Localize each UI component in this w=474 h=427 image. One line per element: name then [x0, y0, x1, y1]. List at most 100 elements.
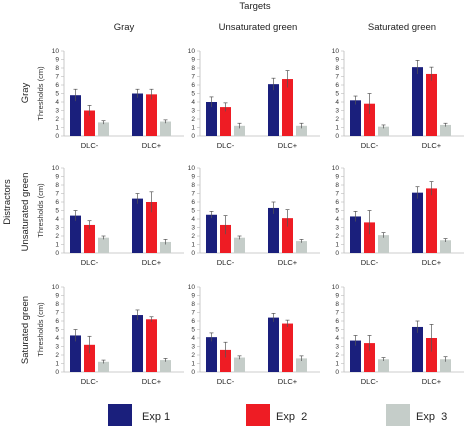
bar [364, 343, 375, 372]
bar [440, 240, 451, 253]
y-tick-label: 6 [335, 199, 339, 206]
y-axis-title: Thresholds (cm) [36, 183, 45, 238]
bar [206, 102, 217, 136]
y-tick-label: 4 [55, 335, 59, 342]
y-tick-label: 6 [55, 318, 59, 325]
bar [296, 125, 307, 136]
y-tick-label: 9 [335, 293, 339, 300]
y-tick-label: 3 [55, 108, 59, 115]
bar [440, 359, 451, 372]
y-tick-label: 4 [191, 335, 195, 342]
y-tick-label: 8 [55, 65, 59, 72]
y-tick-label: 1 [55, 125, 59, 132]
category-label: DLC- [217, 258, 235, 267]
y-tick-label: 1 [335, 361, 339, 368]
y-tick-label: 9 [191, 293, 195, 300]
y-tick-label: 6 [55, 82, 59, 89]
bar [70, 215, 81, 253]
legend-swatch-exp-3 [386, 404, 410, 426]
y-tick-label: 0 [335, 250, 339, 257]
y-tick-label: 2 [55, 352, 59, 359]
y-tick-label: 2 [55, 116, 59, 123]
bar [426, 188, 437, 253]
bar [98, 361, 109, 372]
y-tick-label: 4 [55, 216, 59, 223]
bar [350, 216, 361, 253]
bar [146, 94, 157, 136]
bar [296, 358, 307, 372]
y-tick-label: 3 [335, 344, 339, 351]
y-tick-label: 9 [191, 174, 195, 181]
bar [132, 93, 143, 136]
y-tick-label: 1 [191, 125, 195, 132]
y-tick-label: 10 [52, 165, 60, 172]
y-tick-label: 5 [335, 91, 339, 98]
y-tick-label: 0 [191, 133, 195, 140]
bar [98, 237, 109, 253]
bar [350, 340, 361, 372]
column-header-saturated-green: Saturated green [368, 22, 436, 33]
y-tick-label: 2 [335, 352, 339, 359]
y-tick-label: 6 [191, 82, 195, 89]
y-tick-label: 10 [188, 165, 196, 172]
y-tick-label: 7 [55, 191, 59, 198]
y-tick-label: 7 [191, 310, 195, 317]
y-tick-label: 8 [335, 301, 339, 308]
y-tick-label: 6 [191, 318, 195, 325]
bar-chart-panel: 01 23 45 67 89 10 Thresholds (cm) DLC- DLC+ [36, 165, 184, 267]
y-tick-label: 4 [191, 216, 195, 223]
bar-chart-panel: 01 23 45 67 89 10 DLC- DLC+ [188, 284, 320, 386]
bar-chart-panel: 01 23 45 67 89 10 DLC- DLC+ [332, 165, 464, 267]
y-tick-label: 3 [335, 108, 339, 115]
y-tick-label: 8 [335, 182, 339, 189]
y-tick-label: 6 [335, 82, 339, 89]
bar [84, 110, 95, 136]
bar [146, 319, 157, 372]
y-tick-label: 10 [332, 165, 340, 172]
y-tick-label: 4 [335, 99, 339, 106]
category-label: DLC- [361, 258, 379, 267]
y-tick-label: 0 [55, 133, 59, 140]
bar [84, 344, 95, 372]
legend-label-exp-3: Exp 3 [416, 411, 447, 423]
y-tick-label: 10 [332, 48, 340, 55]
bar [268, 207, 279, 253]
category-label: DLC+ [142, 377, 162, 386]
y-tick-label: 5 [191, 208, 195, 215]
bar [70, 95, 81, 136]
y-tick-label: 9 [191, 57, 195, 64]
bar [268, 84, 279, 136]
bar [70, 335, 81, 372]
bar [350, 100, 361, 136]
y-tick-label: 3 [191, 108, 195, 115]
bar [282, 323, 293, 372]
bar-chart-panel: 01 23 45 67 89 10 DLC- DLC+ [188, 165, 320, 267]
y-tick-label: 4 [335, 216, 339, 223]
category-label: DLC+ [422, 258, 442, 267]
bar [132, 315, 143, 372]
y-tick-label: 7 [335, 191, 339, 198]
y-tick-label: 0 [55, 250, 59, 257]
row-header-saturated-green: Saturated green [20, 296, 31, 364]
category-label: DLC+ [422, 377, 442, 386]
y-tick-label: 9 [335, 174, 339, 181]
y-tick-label: 6 [55, 199, 59, 206]
category-label: DLC- [217, 141, 235, 150]
bar [98, 122, 109, 136]
y-tick-label: 10 [332, 284, 340, 291]
y-tick-label: 1 [335, 125, 339, 132]
y-tick-label: 1 [335, 242, 339, 249]
y-tick-label: 7 [335, 310, 339, 317]
y-tick-label: 9 [335, 57, 339, 64]
category-label: DLC+ [278, 377, 298, 386]
bar-chart-panel: 01 23 45 67 89 10 DLC- DLC+ [332, 284, 464, 386]
y-tick-label: 9 [55, 57, 59, 64]
y-tick-label: 10 [188, 48, 196, 55]
bar [234, 357, 245, 372]
bar [132, 198, 143, 253]
category-label: DLC+ [142, 258, 162, 267]
bar [84, 224, 95, 253]
bar [378, 126, 389, 136]
